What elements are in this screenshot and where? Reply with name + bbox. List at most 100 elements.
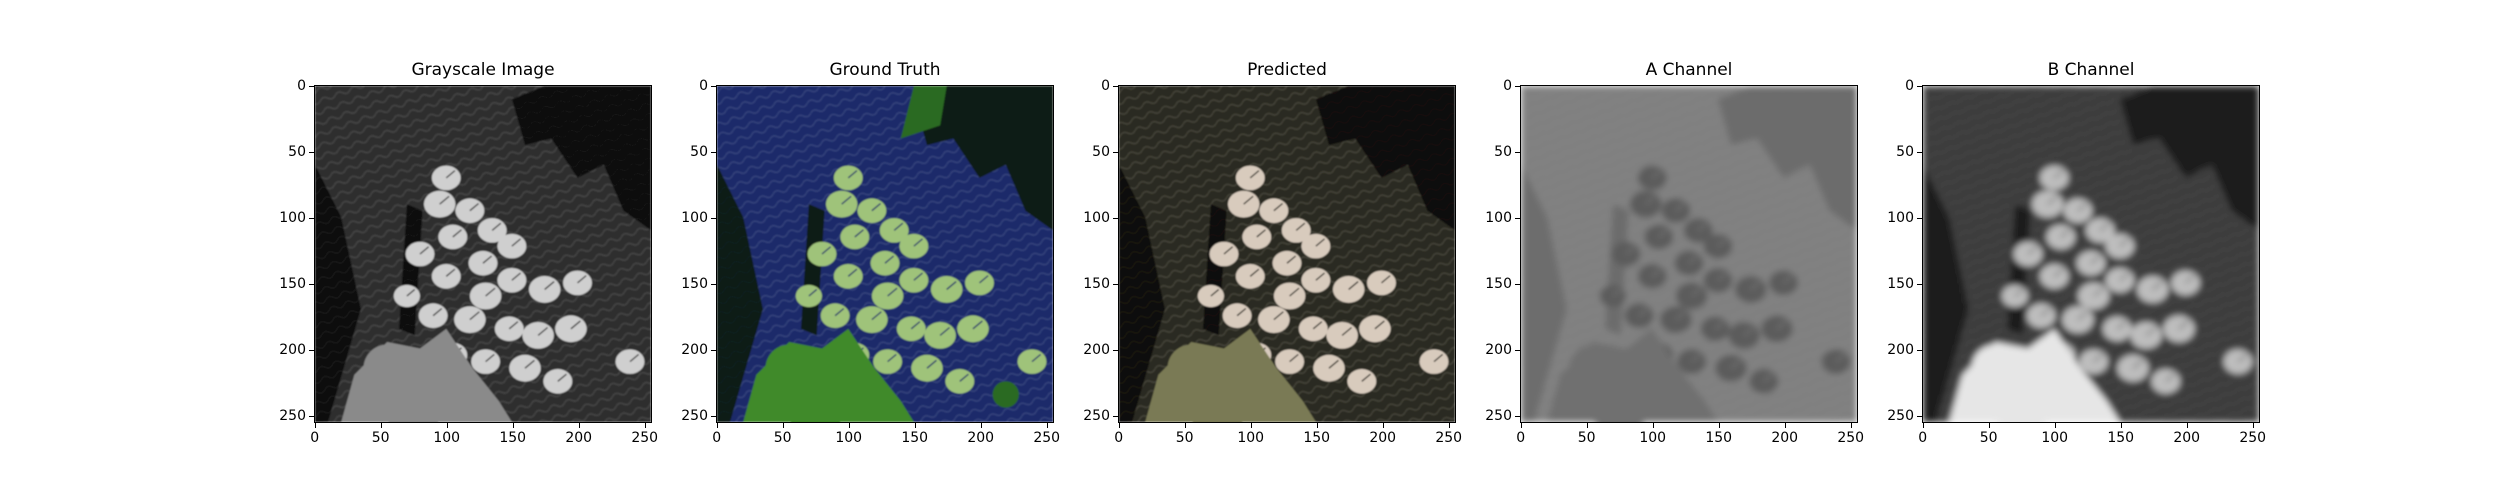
x-tick-mark	[980, 423, 982, 428]
x-tick-mark	[644, 423, 646, 428]
y-tick-mark	[309, 283, 314, 285]
x-tick-mark	[2186, 423, 2188, 428]
x-tick-label: 100	[1639, 430, 1667, 446]
y-tick-label: 200	[681, 341, 708, 358]
y-tick-mark	[1113, 283, 1118, 285]
panel-title: B Channel	[2047, 60, 2135, 80]
y-tick-label: 50	[1092, 143, 1110, 160]
x-tick-mark	[1250, 423, 1252, 428]
x-tick-mark	[314, 423, 316, 428]
x-tick-mark	[1988, 423, 1990, 428]
x-tick-label: 150	[499, 430, 527, 446]
x-tick-mark	[1118, 423, 1120, 428]
x-tick-mark	[446, 423, 448, 428]
y-tick-mark	[309, 85, 314, 87]
image-bchan	[1922, 85, 2260, 423]
y-tick-label: 200	[279, 341, 306, 358]
x-tick-label: 100	[835, 430, 863, 446]
x-tick-mark	[914, 423, 916, 428]
y-tick-label: 0	[1905, 77, 1914, 94]
y-tick-label: 200	[1887, 341, 1914, 358]
x-tick-label: 0	[310, 430, 320, 446]
image-achan	[1520, 85, 1858, 423]
x-tick-mark	[1520, 423, 1522, 428]
y-tick-mark	[1917, 283, 1922, 285]
y-tick-mark	[1113, 217, 1118, 219]
x-tick-mark	[782, 423, 784, 428]
x-tick-label: 100	[1237, 430, 1265, 446]
y-tick-mark	[1113, 415, 1118, 417]
y-tick-mark	[711, 283, 716, 285]
y-tick-label: 250	[681, 407, 708, 424]
y-tick-label: 50	[690, 143, 708, 160]
y-tick-label: 50	[288, 143, 306, 160]
x-tick-mark	[1586, 423, 1588, 428]
x-tick-label: 0	[712, 430, 722, 446]
x-tick-mark	[1652, 423, 1654, 428]
y-tick-label: 150	[1485, 275, 1512, 292]
y-tick-mark	[1515, 283, 1520, 285]
y-tick-label: 50	[1896, 143, 1914, 160]
x-tick-label: 250	[1435, 430, 1463, 446]
y-tick-mark	[1917, 85, 1922, 87]
x-tick-mark	[1850, 423, 1852, 428]
y-tick-label: 250	[279, 407, 306, 424]
x-tick-label: 0	[1516, 430, 1526, 446]
y-tick-mark	[1515, 349, 1520, 351]
y-tick-label: 0	[1503, 77, 1512, 94]
x-tick-label: 200	[967, 430, 995, 446]
x-tick-label: 50	[1577, 430, 1596, 446]
x-tick-label: 200	[2173, 430, 2201, 446]
panel-title: Ground Truth	[829, 60, 941, 80]
y-tick-mark	[309, 217, 314, 219]
x-tick-label: 200	[565, 430, 593, 446]
y-tick-label: 200	[1485, 341, 1512, 358]
y-tick-label: 100	[681, 209, 708, 226]
y-tick-mark	[1917, 217, 1922, 219]
x-tick-mark	[1784, 423, 1786, 428]
x-tick-label: 250	[1033, 430, 1061, 446]
y-tick-mark	[1515, 85, 1520, 87]
x-tick-mark	[1316, 423, 1318, 428]
y-tick-label: 0	[297, 77, 306, 94]
y-tick-mark	[711, 151, 716, 153]
y-tick-label: 150	[1083, 275, 1110, 292]
y-tick-mark	[711, 349, 716, 351]
y-tick-label: 150	[681, 275, 708, 292]
y-tick-mark	[309, 415, 314, 417]
x-tick-mark	[2054, 423, 2056, 428]
y-tick-label: 200	[1083, 341, 1110, 358]
y-tick-label: 250	[1887, 407, 1914, 424]
y-tick-mark	[309, 349, 314, 351]
y-tick-mark	[1113, 151, 1118, 153]
x-tick-label: 200	[1369, 430, 1397, 446]
y-tick-label: 100	[1887, 209, 1914, 226]
y-tick-mark	[1917, 415, 1922, 417]
x-tick-label: 150	[901, 430, 929, 446]
image-gray	[314, 85, 652, 423]
image-truth	[716, 85, 1054, 423]
x-tick-label: 250	[2239, 430, 2267, 446]
y-tick-label: 100	[1485, 209, 1512, 226]
y-tick-mark	[1917, 349, 1922, 351]
x-tick-label: 250	[1837, 430, 1865, 446]
y-tick-mark	[1515, 217, 1520, 219]
x-tick-mark	[848, 423, 850, 428]
x-tick-mark	[716, 423, 718, 428]
x-tick-mark	[1448, 423, 1450, 428]
y-tick-mark	[309, 151, 314, 153]
y-tick-label: 100	[279, 209, 306, 226]
y-tick-label: 150	[1887, 275, 1914, 292]
panel-title: A Channel	[1645, 60, 1733, 80]
y-tick-mark	[711, 217, 716, 219]
y-tick-mark	[1113, 349, 1118, 351]
x-tick-label: 100	[433, 430, 461, 446]
y-tick-label: 150	[279, 275, 306, 292]
y-tick-label: 100	[1083, 209, 1110, 226]
x-tick-label: 0	[1114, 430, 1124, 446]
x-tick-label: 150	[1705, 430, 1733, 446]
x-tick-mark	[512, 423, 514, 428]
y-tick-mark	[1113, 85, 1118, 87]
x-tick-mark	[1922, 423, 1924, 428]
x-tick-label: 200	[1771, 430, 1799, 446]
